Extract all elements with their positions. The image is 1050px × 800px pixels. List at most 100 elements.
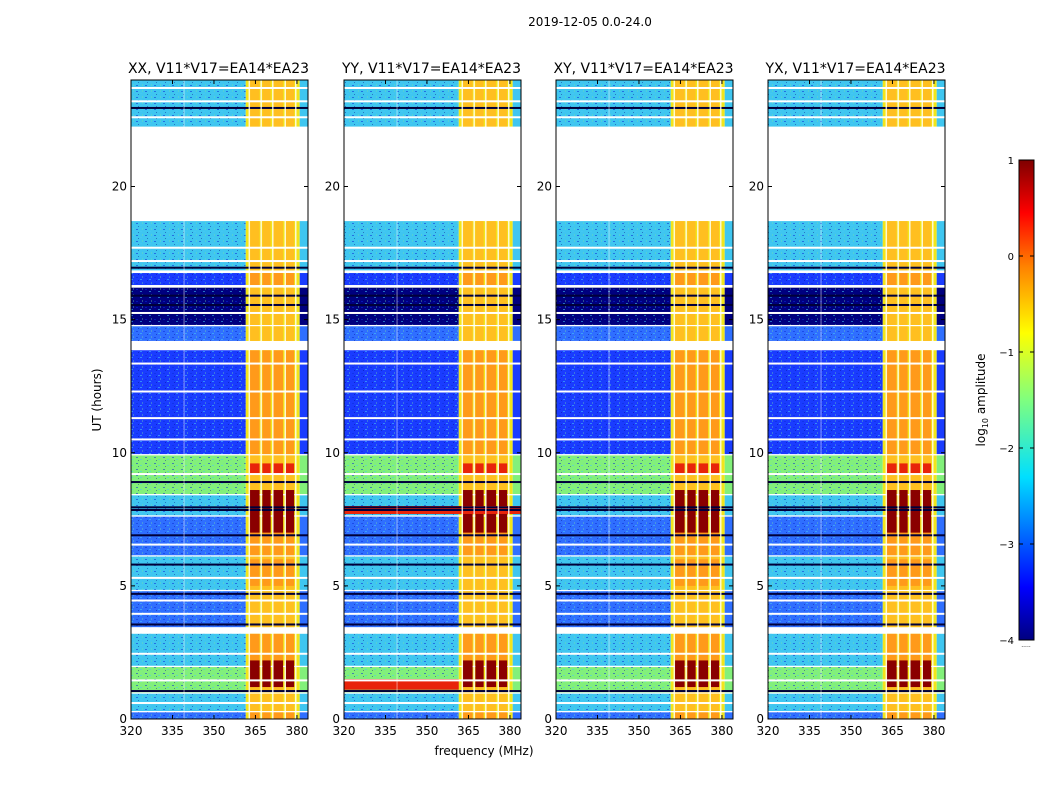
panel-0-texture [131, 326, 246, 341]
panel-1-gap-line [344, 599, 521, 602]
panel-0-texture [131, 712, 246, 719]
panel-2-hot-block [674, 463, 685, 475]
panel-2-channel-gap [720, 80, 722, 719]
panel-0-gap-line [131, 630, 308, 633]
panel-2-ytick-label: 20 [537, 180, 552, 194]
panel-1-ytick-label: 10 [325, 446, 340, 460]
colorbar-tick-label: −3 [999, 540, 1014, 551]
panel-2-rfi-column [710, 326, 720, 341]
panel-3-edge [936, 221, 945, 271]
panel-2-xtick-label: 320 [545, 724, 568, 738]
panel-3-edge [936, 326, 945, 341]
panel-1-rfi-column [486, 712, 497, 719]
panel-2-edge [724, 287, 733, 325]
panel-1-edge [512, 326, 521, 341]
panel-3-channel-gap [820, 80, 822, 719]
panel-1-dark-line [344, 563, 521, 566]
panel-0-dark-line [131, 266, 308, 269]
panel-2-xtick-label: 380 [710, 724, 733, 738]
panel-2-edge [724, 495, 733, 516]
panel-3-dark-line [768, 508, 945, 511]
panel-3-gap-line [768, 86, 945, 89]
panel-0-title: XX, V11*V17=EA14*EA23 [128, 61, 309, 77]
panel-2-rfi-column [698, 80, 709, 127]
panel-0-xtick-label: 380 [285, 724, 308, 738]
panel-1-texture [344, 273, 459, 286]
panel-0-frame [130, 79, 309, 720]
panel-2-rfi-column [710, 712, 720, 719]
panel-3-dark-line [768, 563, 945, 566]
panel-1-gap-line [344, 417, 521, 420]
panel-1-rfi-column [462, 633, 473, 666]
panel-0-gap-line [131, 702, 308, 705]
panel-3-rfi-column [922, 80, 932, 127]
panel-2-xtick-label: 335 [586, 724, 609, 738]
panel-1-rfi-column [475, 273, 484, 286]
colorbar-label-log: log [974, 428, 988, 446]
panel-1-channel-gap [497, 80, 499, 719]
panel-2-rfi-column [687, 80, 696, 127]
panel-1-edge [512, 495, 521, 516]
panel-2-rfi-column [674, 712, 685, 719]
panel-1-texture [344, 287, 459, 325]
panel-3-dark-line [768, 534, 945, 537]
panel-2-dark-line [556, 592, 733, 595]
panel-3-edge [936, 556, 945, 590]
panel-3-rfi-column [922, 273, 932, 286]
y-axis-label: UT (hours) [90, 368, 104, 431]
panel-2-gap-line [556, 543, 733, 546]
colorbar-label: log10 amplitude [974, 354, 990, 447]
panel-2-texture [556, 495, 671, 516]
panel-1-rfi-column [462, 326, 473, 341]
panel-0-texture [131, 633, 246, 666]
panel-1-hot-block [475, 463, 484, 475]
panel-0-rfi-column [262, 287, 271, 325]
panel-2-gap-line [556, 345, 733, 348]
colorbar-label-rest: amplitude [974, 354, 988, 418]
panel-1-dark-line [344, 592, 521, 595]
panel-0-rfi-column [285, 221, 295, 271]
panel-0-rfi-column [249, 80, 260, 127]
panel-0-channel-gap [284, 80, 286, 719]
panel-2-rfi-column [698, 633, 709, 666]
panel-0-gap-line [131, 311, 308, 314]
panel-1-texture [344, 591, 459, 628]
panel-3-rfi-column [899, 350, 908, 455]
panel-0-gap-line [131, 345, 308, 348]
panel-2-hot-block [710, 660, 720, 688]
panel-1-dark-line [344, 506, 521, 509]
panel-3: YX, V11*V17=EA14*EA23 320 335 350 365 380 0 5 10… [749, 61, 946, 738]
panel-1-rfi-column [462, 80, 473, 127]
panel-2-gap-line [556, 612, 733, 615]
panel-3-gap-line [768, 612, 945, 615]
panel-0-rfi-column [262, 712, 271, 719]
panel-1-edge [512, 712, 521, 719]
panel-2-hot-block [710, 463, 720, 475]
panel-0-hot-block [285, 463, 295, 475]
panel-0-dark-line [131, 563, 308, 566]
panel-1-dark-line [344, 106, 521, 109]
panel-1-gap-line [344, 473, 521, 476]
panel-0-rfi-column [273, 712, 284, 719]
panel-1-rfi-column [462, 712, 473, 719]
panel-1-xtick-label: 350 [416, 724, 439, 738]
panel-2-gap-line [556, 417, 733, 420]
panel-0-hot-block [273, 559, 284, 586]
panel-1-texture [344, 350, 459, 455]
panel-3-rfi-column [910, 221, 921, 271]
panel-0-rfi-column [249, 326, 260, 341]
panel-3-rfi-column [886, 221, 897, 271]
panel-1-channel-gap [508, 80, 510, 719]
panel-3-hot-block [899, 660, 908, 688]
panel-1-rfi-column [498, 326, 508, 341]
panel-3-texture [768, 326, 883, 341]
panel-1-hot-block [486, 463, 497, 475]
panel-1-gap-line [344, 390, 521, 393]
panel-1-gap-line [344, 576, 521, 579]
panel-0-xtick-label: 365 [244, 724, 267, 738]
panel-2-rfi-column [710, 350, 720, 455]
panel-1-rfi-column [486, 80, 497, 127]
panel-0-gap-line [131, 100, 308, 103]
panel-0-channel-gap [260, 80, 262, 719]
panel-0-gap-line [131, 116, 308, 119]
